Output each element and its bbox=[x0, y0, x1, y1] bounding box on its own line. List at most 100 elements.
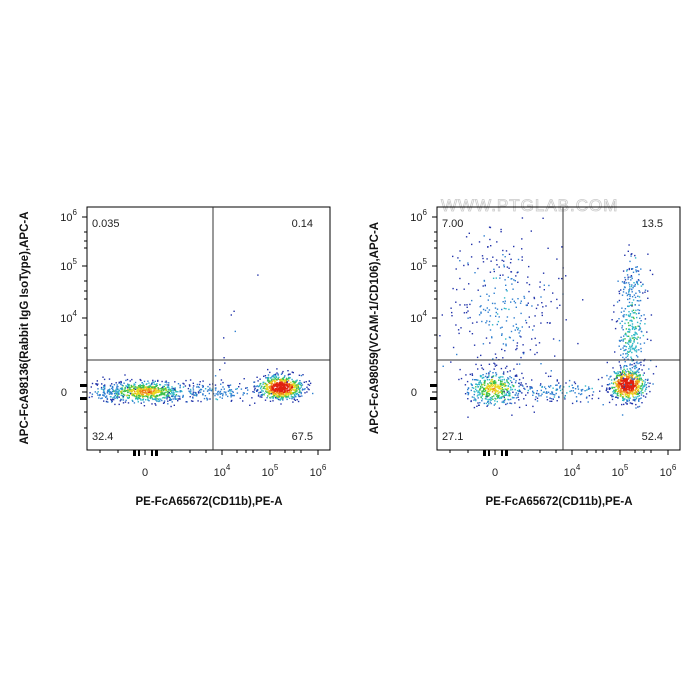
event-dot bbox=[172, 390, 175, 392]
event-dot bbox=[523, 387, 525, 390]
event-dot bbox=[622, 376, 624, 378]
event-dot bbox=[171, 395, 173, 397]
event-dot bbox=[633, 389, 635, 391]
event-dot bbox=[511, 414, 513, 416]
event-dot bbox=[459, 277, 461, 280]
event-dot bbox=[471, 322, 474, 324]
event-dot bbox=[173, 392, 175, 394]
event-dot bbox=[282, 382, 284, 384]
event-dot bbox=[189, 385, 191, 387]
event-dot bbox=[118, 403, 120, 406]
event-dot bbox=[139, 385, 142, 387]
event-dot bbox=[471, 299, 473, 302]
event-dot bbox=[487, 401, 489, 403]
event-dot bbox=[635, 403, 637, 406]
event-dot bbox=[146, 395, 148, 397]
event-dot bbox=[633, 339, 635, 341]
event-dot bbox=[485, 402, 487, 405]
event-dot bbox=[622, 380, 624, 382]
event-dot bbox=[193, 394, 195, 396]
event-dot bbox=[503, 399, 506, 402]
event-dot bbox=[625, 346, 628, 348]
event-dot bbox=[481, 386, 484, 388]
event-dot bbox=[215, 393, 217, 395]
event-dot bbox=[269, 387, 271, 389]
event-dot bbox=[225, 394, 227, 396]
event-dot bbox=[490, 245, 492, 247]
event-dot bbox=[502, 343, 505, 345]
event-dot bbox=[470, 389, 472, 392]
event-dot bbox=[118, 390, 120, 392]
event-dot bbox=[508, 267, 510, 269]
event-dot bbox=[625, 387, 628, 390]
event-dot bbox=[299, 387, 301, 389]
event-dot bbox=[151, 383, 153, 385]
event-dot bbox=[626, 388, 628, 391]
event-dot bbox=[655, 365, 657, 368]
event-dot bbox=[289, 387, 291, 389]
event-dot bbox=[532, 405, 534, 408]
event-dot bbox=[638, 273, 640, 276]
event-dot bbox=[509, 375, 511, 378]
event-dot bbox=[268, 392, 270, 394]
quadrant-upper-left-value: 7.00 bbox=[442, 218, 463, 230]
event-dot bbox=[618, 290, 620, 293]
event-dot bbox=[152, 394, 154, 397]
event-dot bbox=[501, 389, 503, 391]
event-dot bbox=[631, 390, 634, 392]
event-dot bbox=[634, 376, 637, 378]
event-dot bbox=[629, 329, 631, 331]
event-dot bbox=[284, 384, 287, 386]
event-dot bbox=[287, 385, 290, 387]
event-dot bbox=[626, 403, 628, 405]
event-dot bbox=[169, 399, 171, 401]
event-dot bbox=[473, 406, 476, 409]
event-dot bbox=[643, 383, 646, 385]
event-dot bbox=[298, 382, 300, 384]
event-dot bbox=[293, 398, 295, 400]
event-dot bbox=[202, 393, 204, 395]
event-dot bbox=[265, 388, 267, 391]
event-dot bbox=[148, 382, 150, 384]
event-dot bbox=[283, 380, 285, 382]
event-dot bbox=[160, 393, 162, 396]
event-dot bbox=[103, 386, 105, 389]
event-dot bbox=[281, 384, 283, 386]
event-dot bbox=[488, 375, 490, 377]
event-dot bbox=[489, 226, 492, 229]
event-dot bbox=[620, 377, 622, 379]
event-dot bbox=[623, 371, 625, 373]
event-dot bbox=[633, 294, 636, 296]
event-dot bbox=[638, 386, 640, 389]
event-dot bbox=[565, 275, 567, 277]
event-dot bbox=[140, 390, 143, 393]
event-dot bbox=[157, 388, 160, 390]
event-dot bbox=[491, 376, 493, 378]
event-dot bbox=[523, 398, 525, 400]
event-dot bbox=[627, 298, 629, 301]
event-dot bbox=[624, 387, 627, 389]
event-dot bbox=[474, 398, 476, 400]
event-dot bbox=[206, 397, 208, 399]
event-dot bbox=[555, 384, 557, 386]
event-dot bbox=[491, 385, 494, 388]
event-dot bbox=[141, 393, 143, 395]
event-dot bbox=[271, 375, 273, 378]
event-dot bbox=[631, 360, 633, 362]
event-dot bbox=[278, 388, 280, 390]
event-dot bbox=[89, 392, 91, 394]
event-dot bbox=[643, 314, 645, 316]
event-dot bbox=[618, 339, 621, 342]
event-dot bbox=[631, 383, 633, 385]
event-dot bbox=[116, 393, 118, 395]
event-dot bbox=[494, 400, 496, 402]
event-dot bbox=[546, 396, 548, 398]
event-dot bbox=[222, 394, 224, 397]
event-dot bbox=[141, 382, 143, 384]
event-dot bbox=[271, 386, 273, 388]
event-dot bbox=[611, 395, 613, 398]
event-dot bbox=[104, 393, 106, 395]
event-dot bbox=[174, 398, 176, 400]
event-dot bbox=[140, 399, 142, 401]
event-dot bbox=[621, 325, 624, 327]
